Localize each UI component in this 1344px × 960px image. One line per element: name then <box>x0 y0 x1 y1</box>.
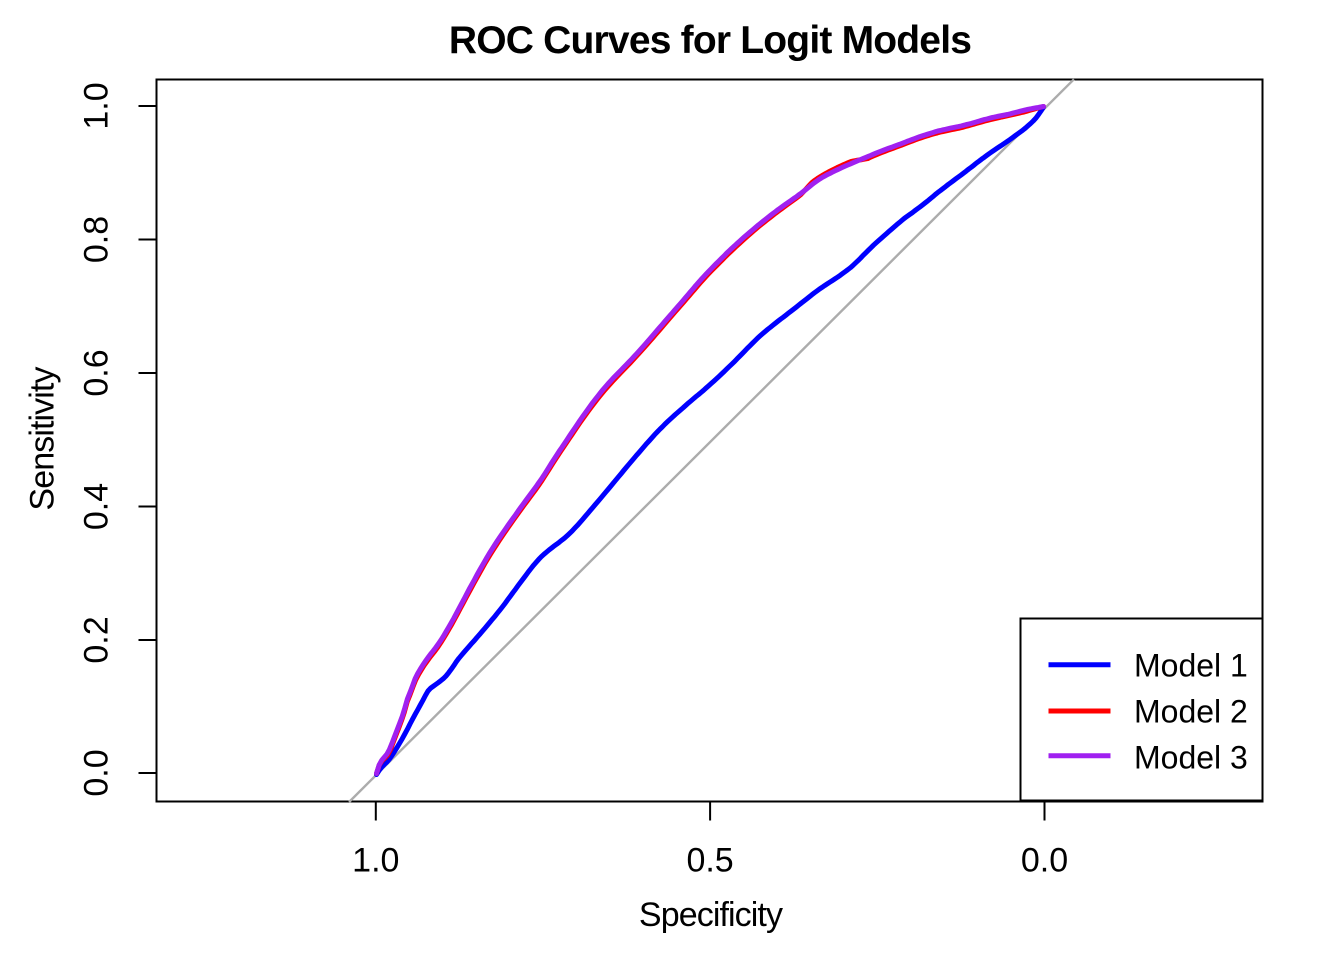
svg-text:Sensitivity: Sensitivity <box>24 367 62 511</box>
svg-text:Model 3: Model 3 <box>1134 739 1248 775</box>
svg-text:0.2: 0.2 <box>78 616 116 663</box>
svg-text:0.4: 0.4 <box>78 483 116 530</box>
svg-text:1.0: 1.0 <box>352 842 399 880</box>
svg-text:1.0: 1.0 <box>78 82 116 129</box>
svg-text:Specificity: Specificity <box>639 896 783 934</box>
svg-text:0.0: 0.0 <box>1021 842 1068 880</box>
svg-text:0.0: 0.0 <box>78 749 116 796</box>
svg-text:Model 2: Model 2 <box>1134 694 1248 730</box>
svg-text:0.8: 0.8 <box>78 216 116 263</box>
svg-text:ROC Curves for Logit Models: ROC Curves for Logit Models <box>449 19 971 62</box>
svg-text:0.5: 0.5 <box>686 842 733 880</box>
svg-text:0.6: 0.6 <box>78 349 116 396</box>
svg-text:Model 1: Model 1 <box>1134 648 1248 684</box>
